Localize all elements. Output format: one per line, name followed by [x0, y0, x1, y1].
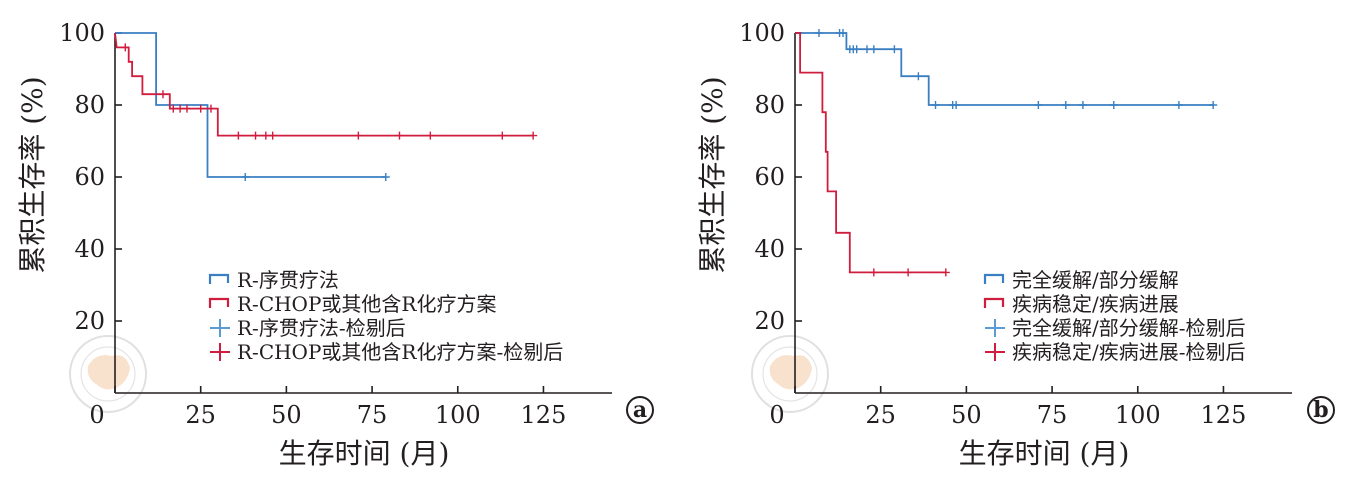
legend-entry: R-序贯疗法 — [208, 268, 339, 292]
censor-mark — [176, 104, 185, 113]
watermark-seal — [69, 335, 147, 413]
legend-cross-swatch — [985, 319, 1005, 337]
y-tick-label: 20 — [754, 307, 785, 335]
censor-mark — [869, 45, 878, 54]
legend-entry: R-序贯疗法-检剔后 — [210, 316, 406, 340]
legend-cross-swatch — [210, 343, 230, 361]
y-tick-label: 80 — [754, 91, 785, 119]
censor-mark — [952, 101, 961, 109]
legend-entry: R-CHOP或其他含R化疗方案 — [208, 292, 496, 316]
x-tick-label: 25 — [185, 401, 216, 429]
legend-cross-swatch — [985, 343, 1005, 361]
censor-mark — [206, 104, 215, 113]
y-axis-title: 累积生存率 (%) — [696, 76, 729, 273]
y-tick-label: 40 — [754, 235, 785, 263]
y-tick-label: 80 — [74, 91, 105, 119]
censor-mark — [381, 173, 390, 181]
x-tick-label: 75 — [1037, 401, 1068, 429]
censor-mark — [498, 131, 507, 140]
censor-mark — [862, 45, 871, 54]
legend-label: R-序贯疗法-检剔后 — [237, 316, 406, 340]
y-tick-label: 20 — [74, 307, 105, 335]
censor-mark — [268, 131, 277, 140]
legend-step-swatch — [983, 297, 1005, 308]
y-axis-title: 累积生存率 (%) — [16, 76, 49, 273]
x-tick-label: 125 — [521, 401, 567, 429]
censor-mark — [852, 45, 861, 54]
legend-cross-swatch — [210, 319, 230, 337]
censor-mark — [169, 104, 178, 113]
censor-mark — [182, 104, 191, 113]
legend-step-swatch — [983, 273, 1005, 284]
legend-entry: 疾病稳定/疾病进展-检剔后 — [985, 340, 1246, 364]
censor-mark — [121, 43, 130, 52]
x-tick-label: 75 — [357, 401, 388, 429]
censor-mark — [869, 268, 878, 277]
censor-mark — [1034, 101, 1043, 109]
censor-mark — [158, 90, 167, 99]
censor-mark — [241, 173, 250, 181]
x-axis-title: 生存时间 (月) — [959, 437, 1130, 470]
censor-mark — [904, 268, 913, 277]
x-axis-title: 生存时间 (月) — [279, 437, 450, 470]
legend-entry: 完全缓解/部分缓解 — [983, 268, 1179, 292]
x-tick-label: 0 — [89, 401, 104, 429]
y-tick-label: 60 — [74, 163, 105, 191]
svg-text:b: b — [1313, 397, 1328, 423]
x-tick-label: 0 — [769, 401, 784, 429]
legend-entry: R-CHOP或其他含R化疗方案-检剔后 — [210, 340, 563, 364]
legend-entry: 完全缓解/部分缓解-检剔后 — [985, 316, 1246, 340]
censor-mark — [914, 72, 923, 81]
series-0-line — [795, 32, 1214, 106]
y-tick-label: 100 — [59, 19, 105, 47]
x-tick-label: 125 — [1201, 401, 1247, 429]
series-1-line — [114, 32, 534, 137]
legend-entry: 疾病稳定/疾病进展 — [983, 292, 1179, 316]
legend-step-swatch — [208, 297, 230, 308]
censor-mark — [941, 268, 950, 277]
censor-mark — [529, 131, 538, 140]
censor-mark — [196, 104, 205, 113]
censor-mark — [354, 131, 363, 140]
censor-mark — [814, 29, 823, 37]
censor-mark — [1078, 101, 1087, 109]
x-tick-label: 50 — [951, 401, 982, 429]
censor-mark — [1174, 101, 1183, 109]
censor-mark — [1209, 101, 1218, 109]
censor-mark — [890, 45, 899, 54]
x-tick-label: 50 — [271, 401, 302, 429]
svg-text:a: a — [633, 397, 647, 423]
series-0-line — [115, 32, 386, 178]
censor-mark — [1109, 101, 1118, 109]
censor-mark — [931, 101, 940, 109]
x-tick-label: 100 — [1115, 401, 1161, 429]
y-tick-label: 100 — [739, 19, 785, 47]
legend-label: 完全缓解/部分缓解 — [1012, 268, 1179, 292]
series-1-line — [795, 32, 946, 274]
censor-mark — [838, 29, 847, 37]
legend-label: R-序贯疗法 — [237, 268, 339, 292]
legend-label: R-CHOP或其他含R化疗方案-检剔后 — [237, 340, 563, 364]
censor-mark — [261, 131, 270, 140]
legend-label: 疾病稳定/疾病进展-检剔后 — [1012, 340, 1246, 364]
y-tick-label: 40 — [74, 235, 105, 263]
legend-step-swatch — [208, 273, 230, 284]
panel-label-b: b — [1307, 396, 1335, 424]
watermark-seal — [751, 335, 829, 413]
x-tick-label: 25 — [865, 401, 896, 429]
censor-mark — [426, 131, 435, 140]
censor-mark — [395, 131, 404, 140]
censor-mark — [234, 131, 243, 140]
legend-label: 完全缓解/部分缓解-检剔后 — [1012, 316, 1246, 340]
panel-label-a: a — [626, 396, 654, 424]
y-tick-label: 60 — [754, 163, 785, 191]
legend-label: 疾病稳定/疾病进展 — [1012, 292, 1179, 316]
x-tick-label: 100 — [435, 401, 481, 429]
censor-mark — [251, 131, 260, 140]
legend-label: R-CHOP或其他含R化疗方案 — [237, 292, 496, 316]
censor-mark — [1061, 101, 1070, 109]
